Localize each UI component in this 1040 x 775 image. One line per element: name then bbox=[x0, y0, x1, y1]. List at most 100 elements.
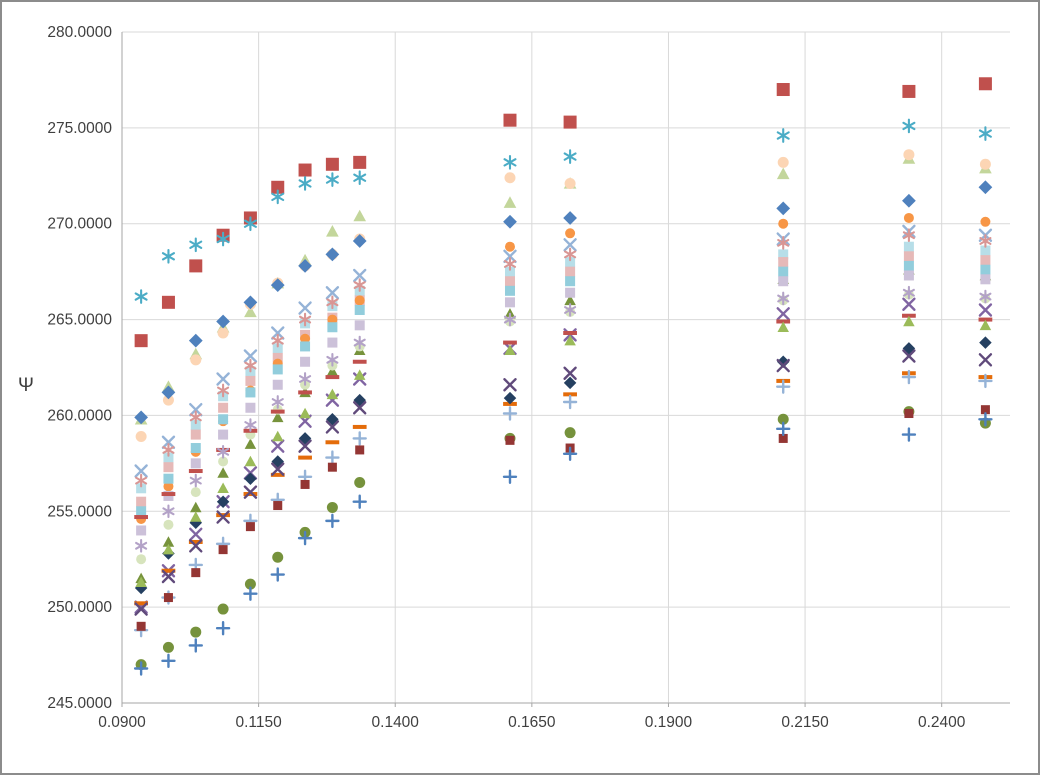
data-point bbox=[980, 216, 991, 227]
data-point bbox=[502, 469, 518, 484]
x-tick-label: 0.2150 bbox=[781, 714, 829, 731]
data-point bbox=[271, 189, 285, 205]
data-point bbox=[189, 259, 203, 273]
data-point bbox=[163, 473, 174, 484]
data-point bbox=[190, 354, 202, 366]
data-point bbox=[273, 501, 283, 511]
data-point bbox=[298, 176, 312, 191]
data-point bbox=[776, 307, 790, 321]
data-point bbox=[271, 439, 285, 453]
data-point bbox=[776, 355, 790, 368]
data-point bbox=[162, 443, 175, 457]
data-point bbox=[272, 379, 283, 390]
data-point bbox=[778, 257, 789, 268]
data-point bbox=[190, 626, 202, 638]
data-point bbox=[271, 430, 284, 442]
data-point bbox=[355, 445, 365, 455]
data-point bbox=[904, 409, 914, 419]
data-point bbox=[161, 385, 176, 400]
data-point bbox=[777, 156, 789, 168]
data-point bbox=[327, 462, 337, 472]
data-point bbox=[217, 482, 229, 494]
x-tick-label: 0.1900 bbox=[645, 714, 693, 731]
data-point bbox=[298, 301, 312, 315]
data-point bbox=[271, 180, 285, 194]
data-point bbox=[135, 576, 147, 587]
data-point bbox=[243, 216, 257, 232]
data-point bbox=[136, 525, 147, 536]
data-point bbox=[979, 336, 992, 349]
data-point bbox=[326, 365, 339, 377]
data-point bbox=[161, 569, 176, 584]
data-point bbox=[135, 538, 148, 553]
data-point bbox=[504, 276, 515, 287]
data-point bbox=[902, 313, 916, 318]
data-point bbox=[565, 257, 576, 268]
data-point bbox=[189, 473, 202, 488]
data-point bbox=[245, 402, 256, 413]
data-point bbox=[327, 314, 338, 325]
data-point bbox=[190, 501, 202, 513]
data-point bbox=[325, 157, 339, 171]
data-point bbox=[902, 297, 916, 311]
data-point bbox=[564, 303, 577, 317]
data-point bbox=[298, 390, 312, 395]
data-point bbox=[504, 172, 516, 184]
data-point bbox=[978, 353, 993, 367]
data-point bbox=[190, 443, 201, 454]
data-point bbox=[778, 433, 788, 443]
data-point bbox=[902, 193, 916, 208]
data-point bbox=[270, 409, 285, 414]
data-point bbox=[354, 295, 365, 306]
data-point bbox=[903, 270, 914, 281]
data-point bbox=[190, 458, 201, 469]
data-point bbox=[300, 479, 310, 489]
data-point bbox=[778, 249, 789, 260]
data-point bbox=[504, 266, 515, 277]
data-point bbox=[189, 402, 203, 417]
data-point bbox=[188, 469, 203, 474]
data-point bbox=[216, 495, 230, 508]
data-point bbox=[271, 462, 285, 476]
data-point bbox=[326, 353, 339, 367]
data-point bbox=[299, 312, 312, 327]
x-tick-label: 0.1150 bbox=[235, 714, 282, 731]
x-tick-label: 0.0900 bbox=[98, 714, 146, 731]
data-point bbox=[271, 411, 284, 423]
data-point bbox=[353, 268, 367, 283]
data-point bbox=[903, 149, 915, 161]
data-point bbox=[245, 387, 256, 398]
data-point bbox=[978, 373, 993, 389]
data-point bbox=[565, 228, 576, 239]
data-point bbox=[161, 492, 176, 497]
data-point bbox=[776, 83, 790, 97]
data-point bbox=[777, 321, 789, 332]
data-point bbox=[244, 455, 257, 467]
data-point bbox=[272, 364, 283, 375]
data-point bbox=[162, 394, 174, 406]
data-point bbox=[325, 375, 340, 380]
data-point bbox=[778, 276, 789, 287]
data-point bbox=[244, 358, 257, 373]
data-point bbox=[325, 420, 340, 434]
data-point bbox=[216, 513, 230, 518]
data-point bbox=[504, 241, 515, 252]
data-point bbox=[136, 621, 146, 631]
data-point bbox=[504, 344, 516, 355]
data-point bbox=[354, 320, 365, 331]
data-point bbox=[325, 172, 339, 187]
data-point bbox=[325, 247, 340, 262]
data-point bbox=[978, 77, 992, 91]
data-point bbox=[776, 379, 791, 394]
data-point bbox=[217, 603, 229, 615]
data-point bbox=[565, 276, 576, 287]
data-point bbox=[217, 383, 230, 398]
data-point bbox=[776, 128, 790, 143]
data-point bbox=[326, 225, 339, 237]
data-point bbox=[163, 462, 174, 473]
data-point bbox=[218, 402, 229, 413]
data-point bbox=[777, 236, 790, 250]
data-point bbox=[161, 248, 175, 264]
data-point bbox=[902, 118, 916, 134]
data-point bbox=[244, 305, 257, 318]
